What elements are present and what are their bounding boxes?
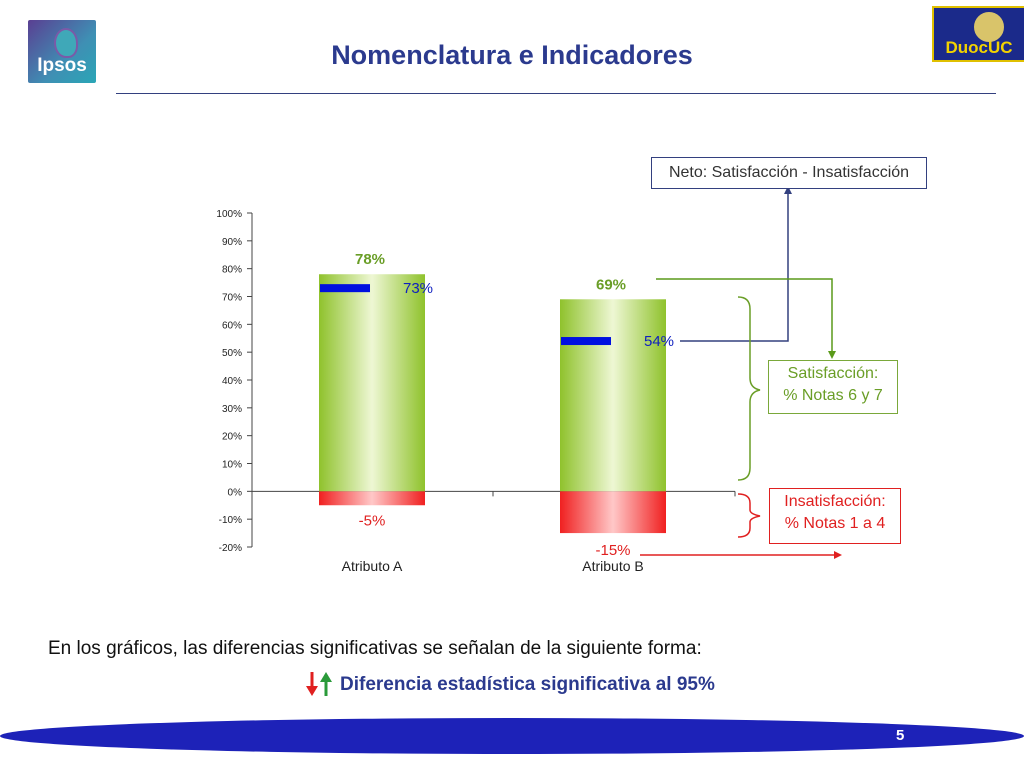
duoc-crest-icon: [972, 10, 1006, 44]
category-label: Atributo B: [582, 558, 643, 574]
satisfaccion-data-label: 69%: [596, 276, 626, 293]
satisfaccion-bar: [319, 274, 425, 492]
neto-annotation-text: Neto: Satisfacción - Insatisfacción: [668, 164, 910, 181]
y-tick-label: 50%: [222, 348, 242, 359]
title-divider: [116, 93, 996, 94]
satisfaccion-title: Satisfacción:: [787, 365, 879, 382]
insatisfaccion-annotation: Insatisfacción: % Notas 1 a 4: [769, 488, 901, 544]
page-title: Nomenclatura e Indicadores: [331, 40, 693, 70]
y-tick-label: 10%: [222, 460, 242, 471]
ipsos-head-icon: [54, 28, 78, 58]
satisfaccion-brace: [737, 296, 761, 481]
ipsos-logo-text: Ipsos: [37, 55, 87, 76]
neto-connector-line: [680, 192, 789, 342]
insatisfaccion-bar: [560, 491, 666, 534]
neto-annotation: Neto: Satisfacción - Insatisfacción: [651, 157, 927, 189]
category-label: Atributo A: [342, 558, 403, 574]
insatisfaccion-definition: % Notas 1 a 4: [784, 515, 886, 532]
neto-data-label: 73%: [403, 280, 433, 297]
y-tick-label: 30%: [222, 404, 242, 415]
y-tick-label: 100%: [216, 209, 242, 220]
insatisfaccion-arrowhead: [834, 551, 842, 559]
up-arrow-icon: [320, 672, 332, 696]
neto-marker: [320, 284, 370, 293]
neto-data-label: 54%: [644, 333, 674, 350]
y-tick-label: -10%: [219, 515, 242, 526]
satisfaccion-connector-line: [656, 278, 833, 352]
insatisfaccion-brace: [737, 493, 761, 538]
neto-marker: [561, 337, 611, 346]
significance-label: Diferencia estadística significativa al …: [340, 674, 715, 695]
duoc-logo-text: DuocUC: [945, 38, 1013, 57]
y-tick-label: 70%: [222, 293, 242, 304]
y-tick-label: 0%: [228, 487, 243, 498]
satisfaccion-data-label: 78%: [355, 251, 385, 268]
down-arrow-icon: [306, 672, 318, 696]
y-tick-label: 60%: [222, 320, 242, 331]
y-tick-label: 80%: [222, 265, 242, 276]
y-tick-label: 20%: [222, 432, 242, 443]
satisfaccion-arrowhead: [828, 351, 836, 359]
y-tick-label: 90%: [222, 237, 242, 248]
insatisfaccion-data-label: -15%: [595, 542, 630, 559]
satisfaccion-annotation: Satisfacción: % Notas 6 y 7: [768, 360, 898, 414]
y-tick-label: 40%: [222, 376, 242, 387]
duoc-logo: DuocUC: [932, 6, 1024, 62]
insatisfaccion-data-label: -5%: [359, 512, 386, 529]
footer-band: [0, 718, 1024, 754]
satisfaccion-definition: % Notas 6 y 7: [783, 387, 883, 404]
page-number: 5: [896, 727, 905, 744]
insatisfaccion-title: Insatisfacción:: [784, 493, 886, 510]
significance-note: En los gráficos, las diferencias signifi…: [48, 638, 702, 659]
ipsos-logo: Ipsos: [28, 20, 96, 83]
neto-arrowhead: [784, 186, 792, 194]
satisfaccion-bar: [560, 299, 666, 492]
insatisfaccion-bar: [319, 491, 425, 506]
significance-arrows: [306, 672, 332, 696]
y-tick-label: -20%: [219, 543, 242, 554]
